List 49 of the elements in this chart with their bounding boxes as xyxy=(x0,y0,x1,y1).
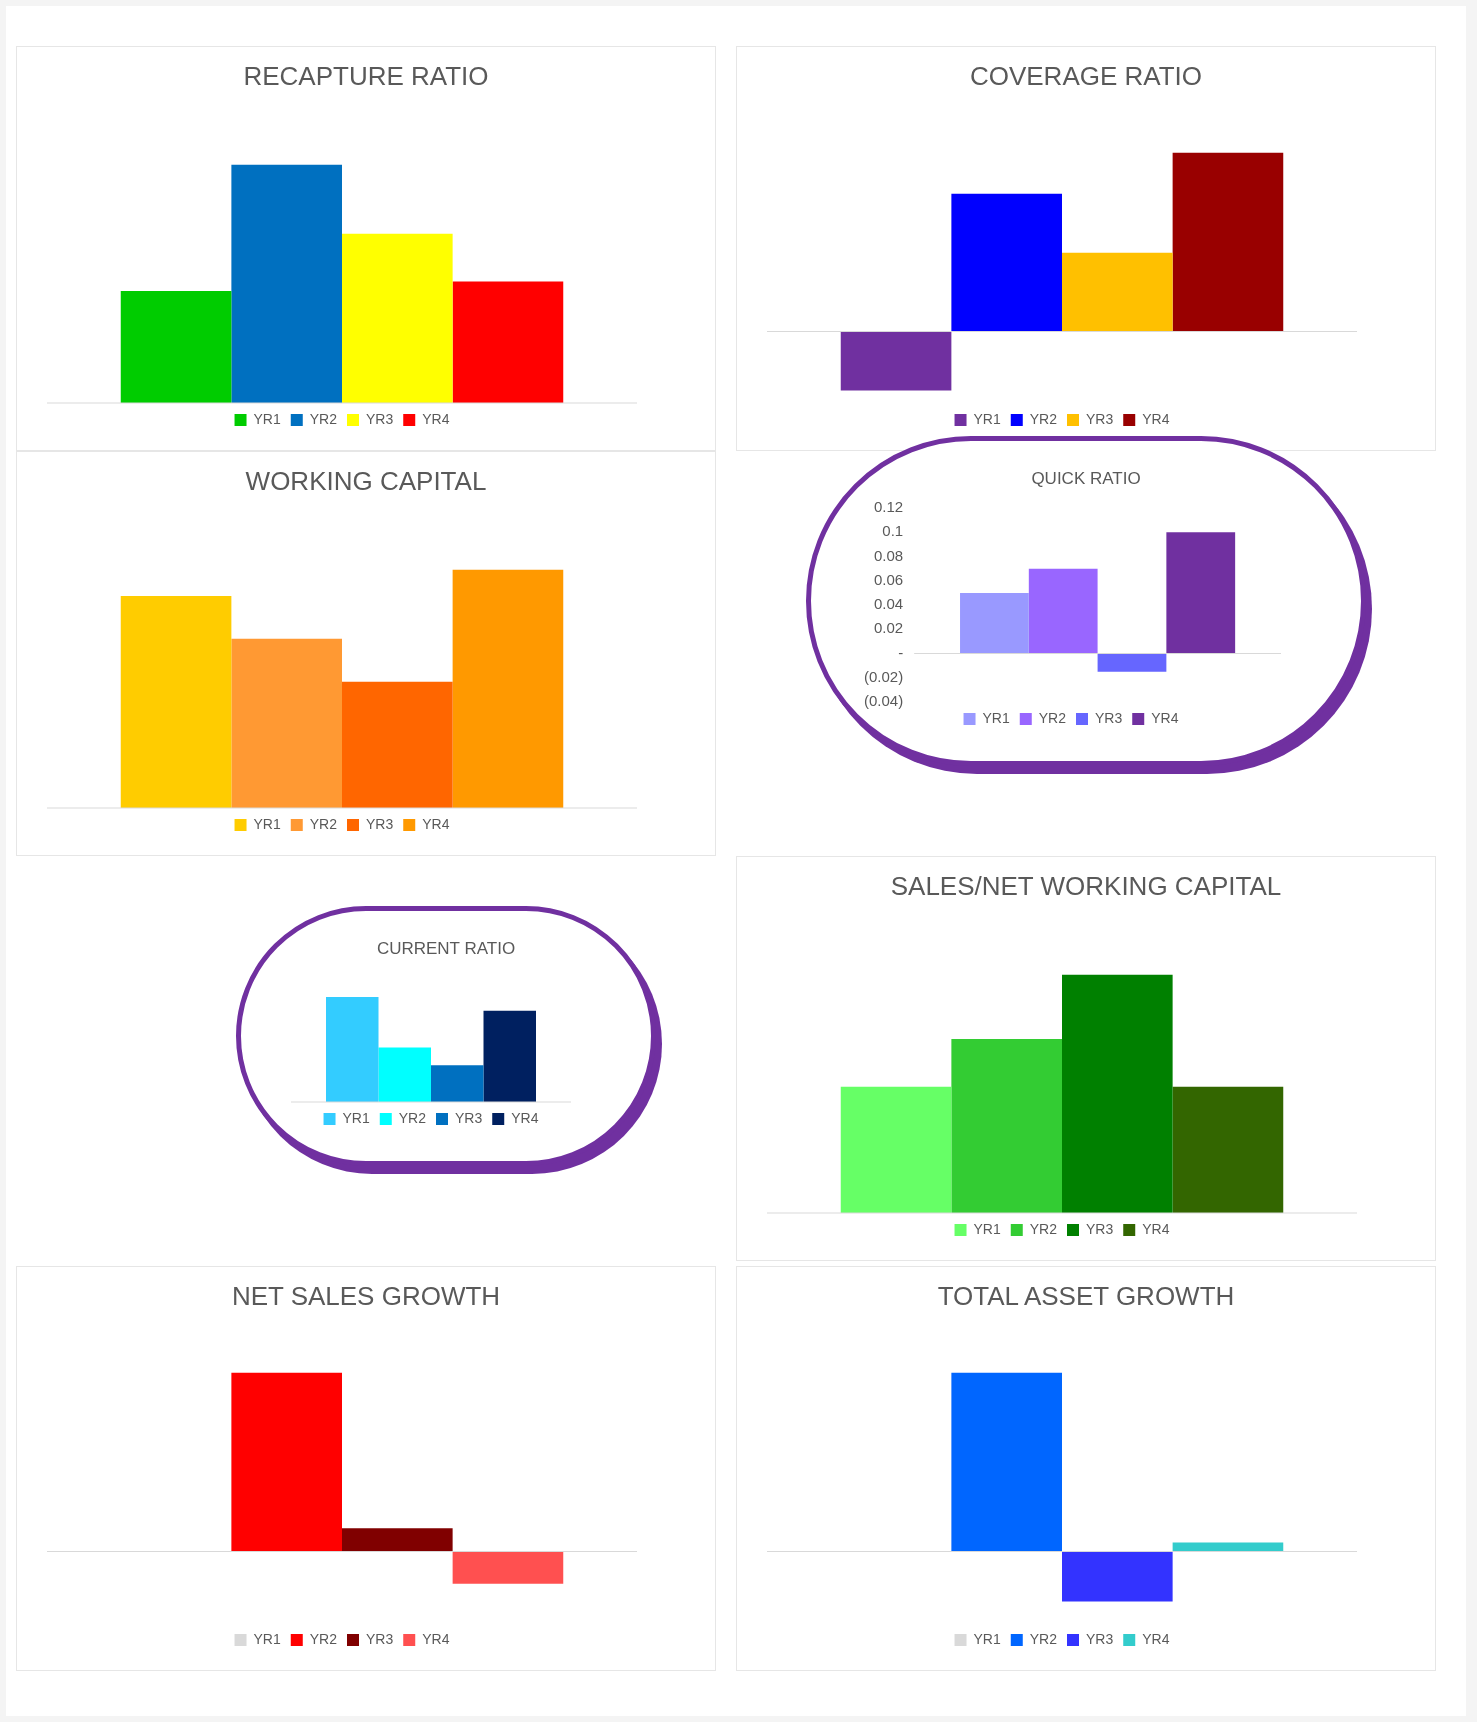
y-tick-label: (0.02) xyxy=(864,667,904,685)
chart-title: SALES/NET WORKING CAPITAL xyxy=(889,871,1283,902)
legend-label: YR4 xyxy=(511,1109,539,1126)
legend-label: YR3 xyxy=(1095,709,1123,726)
legend-label: YR4 xyxy=(422,410,450,427)
legend-label: YR3 xyxy=(1086,410,1114,427)
legend-label: YR4 xyxy=(1142,1220,1170,1237)
legend-label: YR2 xyxy=(1038,709,1067,726)
legend-label: YR3 xyxy=(366,815,394,832)
legend-label: YR2 xyxy=(309,410,338,427)
legend-label: YR4 xyxy=(1151,709,1179,726)
chart-title: TOTAL ASSET GROWTH xyxy=(936,1281,1236,1312)
legend-label: YR2 xyxy=(309,1630,338,1647)
chart-title: COVERAGE RATIO xyxy=(968,61,1204,92)
legend-label: YR4 xyxy=(1142,1630,1170,1647)
chart-title: WORKING CAPITAL xyxy=(244,466,488,497)
y-tick-label: (0.04) xyxy=(864,692,904,710)
y-tick-label: 0.06 xyxy=(873,570,904,588)
legend-label: YR1 xyxy=(253,815,281,832)
legend-label: YR2 xyxy=(1029,1220,1058,1237)
legend-label: YR1 xyxy=(253,1630,281,1647)
y-tick-label: 0.04 xyxy=(873,595,904,613)
y-tick-label: - xyxy=(898,643,904,661)
legend-label: YR2 xyxy=(309,815,338,832)
legend-label: YR3 xyxy=(366,410,394,427)
legend-label: YR4 xyxy=(422,1630,450,1647)
legend-label: YR3 xyxy=(1086,1220,1114,1237)
chart-title: QUICK RATIO xyxy=(1030,469,1142,489)
legend-label: YR3 xyxy=(1086,1630,1114,1647)
chart-title: RECAPTURE RATIO xyxy=(242,61,490,92)
legend-label: YR1 xyxy=(982,709,1010,726)
legend-label: YR2 xyxy=(1029,410,1058,427)
legend-label: YR2 xyxy=(1029,1630,1058,1647)
legend-label: YR1 xyxy=(973,1220,1001,1237)
legend-label: YR1 xyxy=(973,410,1001,427)
y-tick-label: 0.08 xyxy=(873,546,904,564)
chart-title: NET SALES GROWTH xyxy=(230,1281,502,1312)
legend-label: YR3 xyxy=(366,1630,394,1647)
legend-label: YR1 xyxy=(973,1630,1001,1647)
legend-label: YR4 xyxy=(422,815,450,832)
legend-label: YR1 xyxy=(253,410,281,427)
legend-label: YR1 xyxy=(342,1109,370,1126)
chart-title: CURRENT RATIO xyxy=(375,939,517,959)
legend-label: YR3 xyxy=(455,1109,483,1126)
legend-label: YR4 xyxy=(1142,410,1170,427)
legend-label: YR2 xyxy=(398,1109,427,1126)
y-tick-label: 0.02 xyxy=(873,619,904,637)
y-tick-label: 0.12 xyxy=(873,498,904,516)
y-tick-label: 0.1 xyxy=(882,522,904,540)
